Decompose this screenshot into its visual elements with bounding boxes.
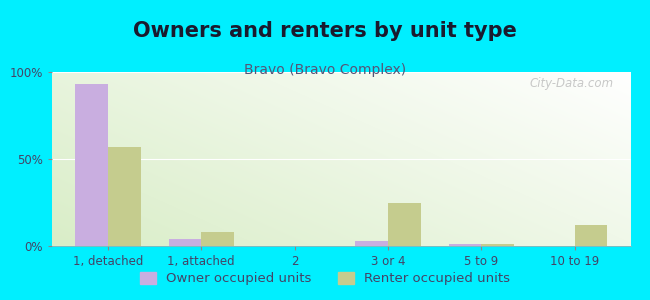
Bar [75,84,108,246]
Text: City-Data.com: City-Data.com [529,77,613,90]
Text: Bravo (Bravo Complex): Bravo (Bravo Complex) [244,63,406,77]
Bar [448,244,481,246]
Bar [388,202,421,246]
Legend: Owner occupied units, Renter occupied units: Owner occupied units, Renter occupied un… [135,266,515,290]
Bar [575,225,607,246]
Text: Owners and renters by unit type: Owners and renters by unit type [133,21,517,41]
Bar [168,239,202,246]
Bar [202,232,234,246]
Bar [108,147,140,246]
Bar [356,241,388,246]
Bar [481,244,514,246]
